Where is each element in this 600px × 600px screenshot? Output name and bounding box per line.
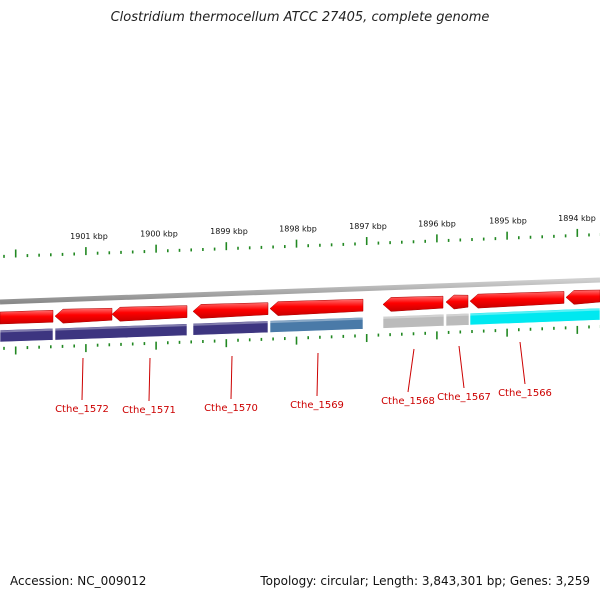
gene-category-bar [192,320,269,336]
map-title: Clostridium thermocellum ATCC 27405, com… [110,10,490,25]
gene-label: Cthe_1566 [498,388,552,399]
gene-arrow [111,305,188,322]
gene-category-bars [0,307,600,343]
gene-label: Cthe_1568 [381,396,435,407]
gene-leader-line [519,341,526,385]
gene-leader-line [316,352,319,397]
gene-arrow [0,309,54,325]
gene-leader-line [458,345,465,389]
gene-label: Cthe_1567 [437,392,491,403]
gene-arrow [382,295,444,312]
kbp-label: 1901 kbp [70,232,108,241]
gene-leader-line [81,357,84,401]
accession-text: Accession: NC_009012 [10,574,147,588]
gene-leader-line [230,355,233,400]
kbp-label: 1899 kbp [210,227,248,236]
kbp-labels: 1901 kbp 1900 kbp 1899 kbp 1898 kbp 1897 kbp… [70,214,596,241]
gene-arrow [54,307,113,324]
gene-category-bar [469,307,600,326]
gene-label: Cthe_1571 [122,405,176,416]
gene-arrows [0,289,600,325]
kbp-label: 1900 kbp [140,230,178,239]
kbp-label: 1897 kbp [349,222,387,231]
kbp-label: 1895 kbp [489,217,527,226]
kbp-label: 1896 kbp [418,219,456,228]
gene-arrow [269,298,364,316]
kbp-label: 1898 kbp [279,225,317,234]
kbp-ticks-inner [3,324,600,355]
genome-backbone [0,277,600,305]
gene-labels: Cthe_1572 Cthe_1571 Cthe_1570 Cthe_1569 Cthe… [55,341,552,416]
gene-arrow [445,294,469,310]
gene-label: Cthe_1572 [55,404,109,415]
gene-category-bar [445,312,470,327]
gene-label: Cthe_1569 [290,400,344,411]
gene-arrow [469,291,565,309]
gene-category-bar [0,327,54,343]
gene-category-bar [54,323,188,341]
gene-category-bar [382,313,445,329]
gene-leader-line [148,357,151,402]
kbp-label: 1894 kbp [558,214,596,223]
topology-text: Topology: circular; Length: 3,843,301 bp… [260,574,590,588]
gene-leader-line [407,348,415,393]
gene-label: Cthe_1570 [204,403,258,414]
kbp-ticks-outer [3,228,600,258]
gene-arrow [565,289,600,305]
gene-category-bar [269,316,364,333]
gene-arrow [192,302,269,319]
